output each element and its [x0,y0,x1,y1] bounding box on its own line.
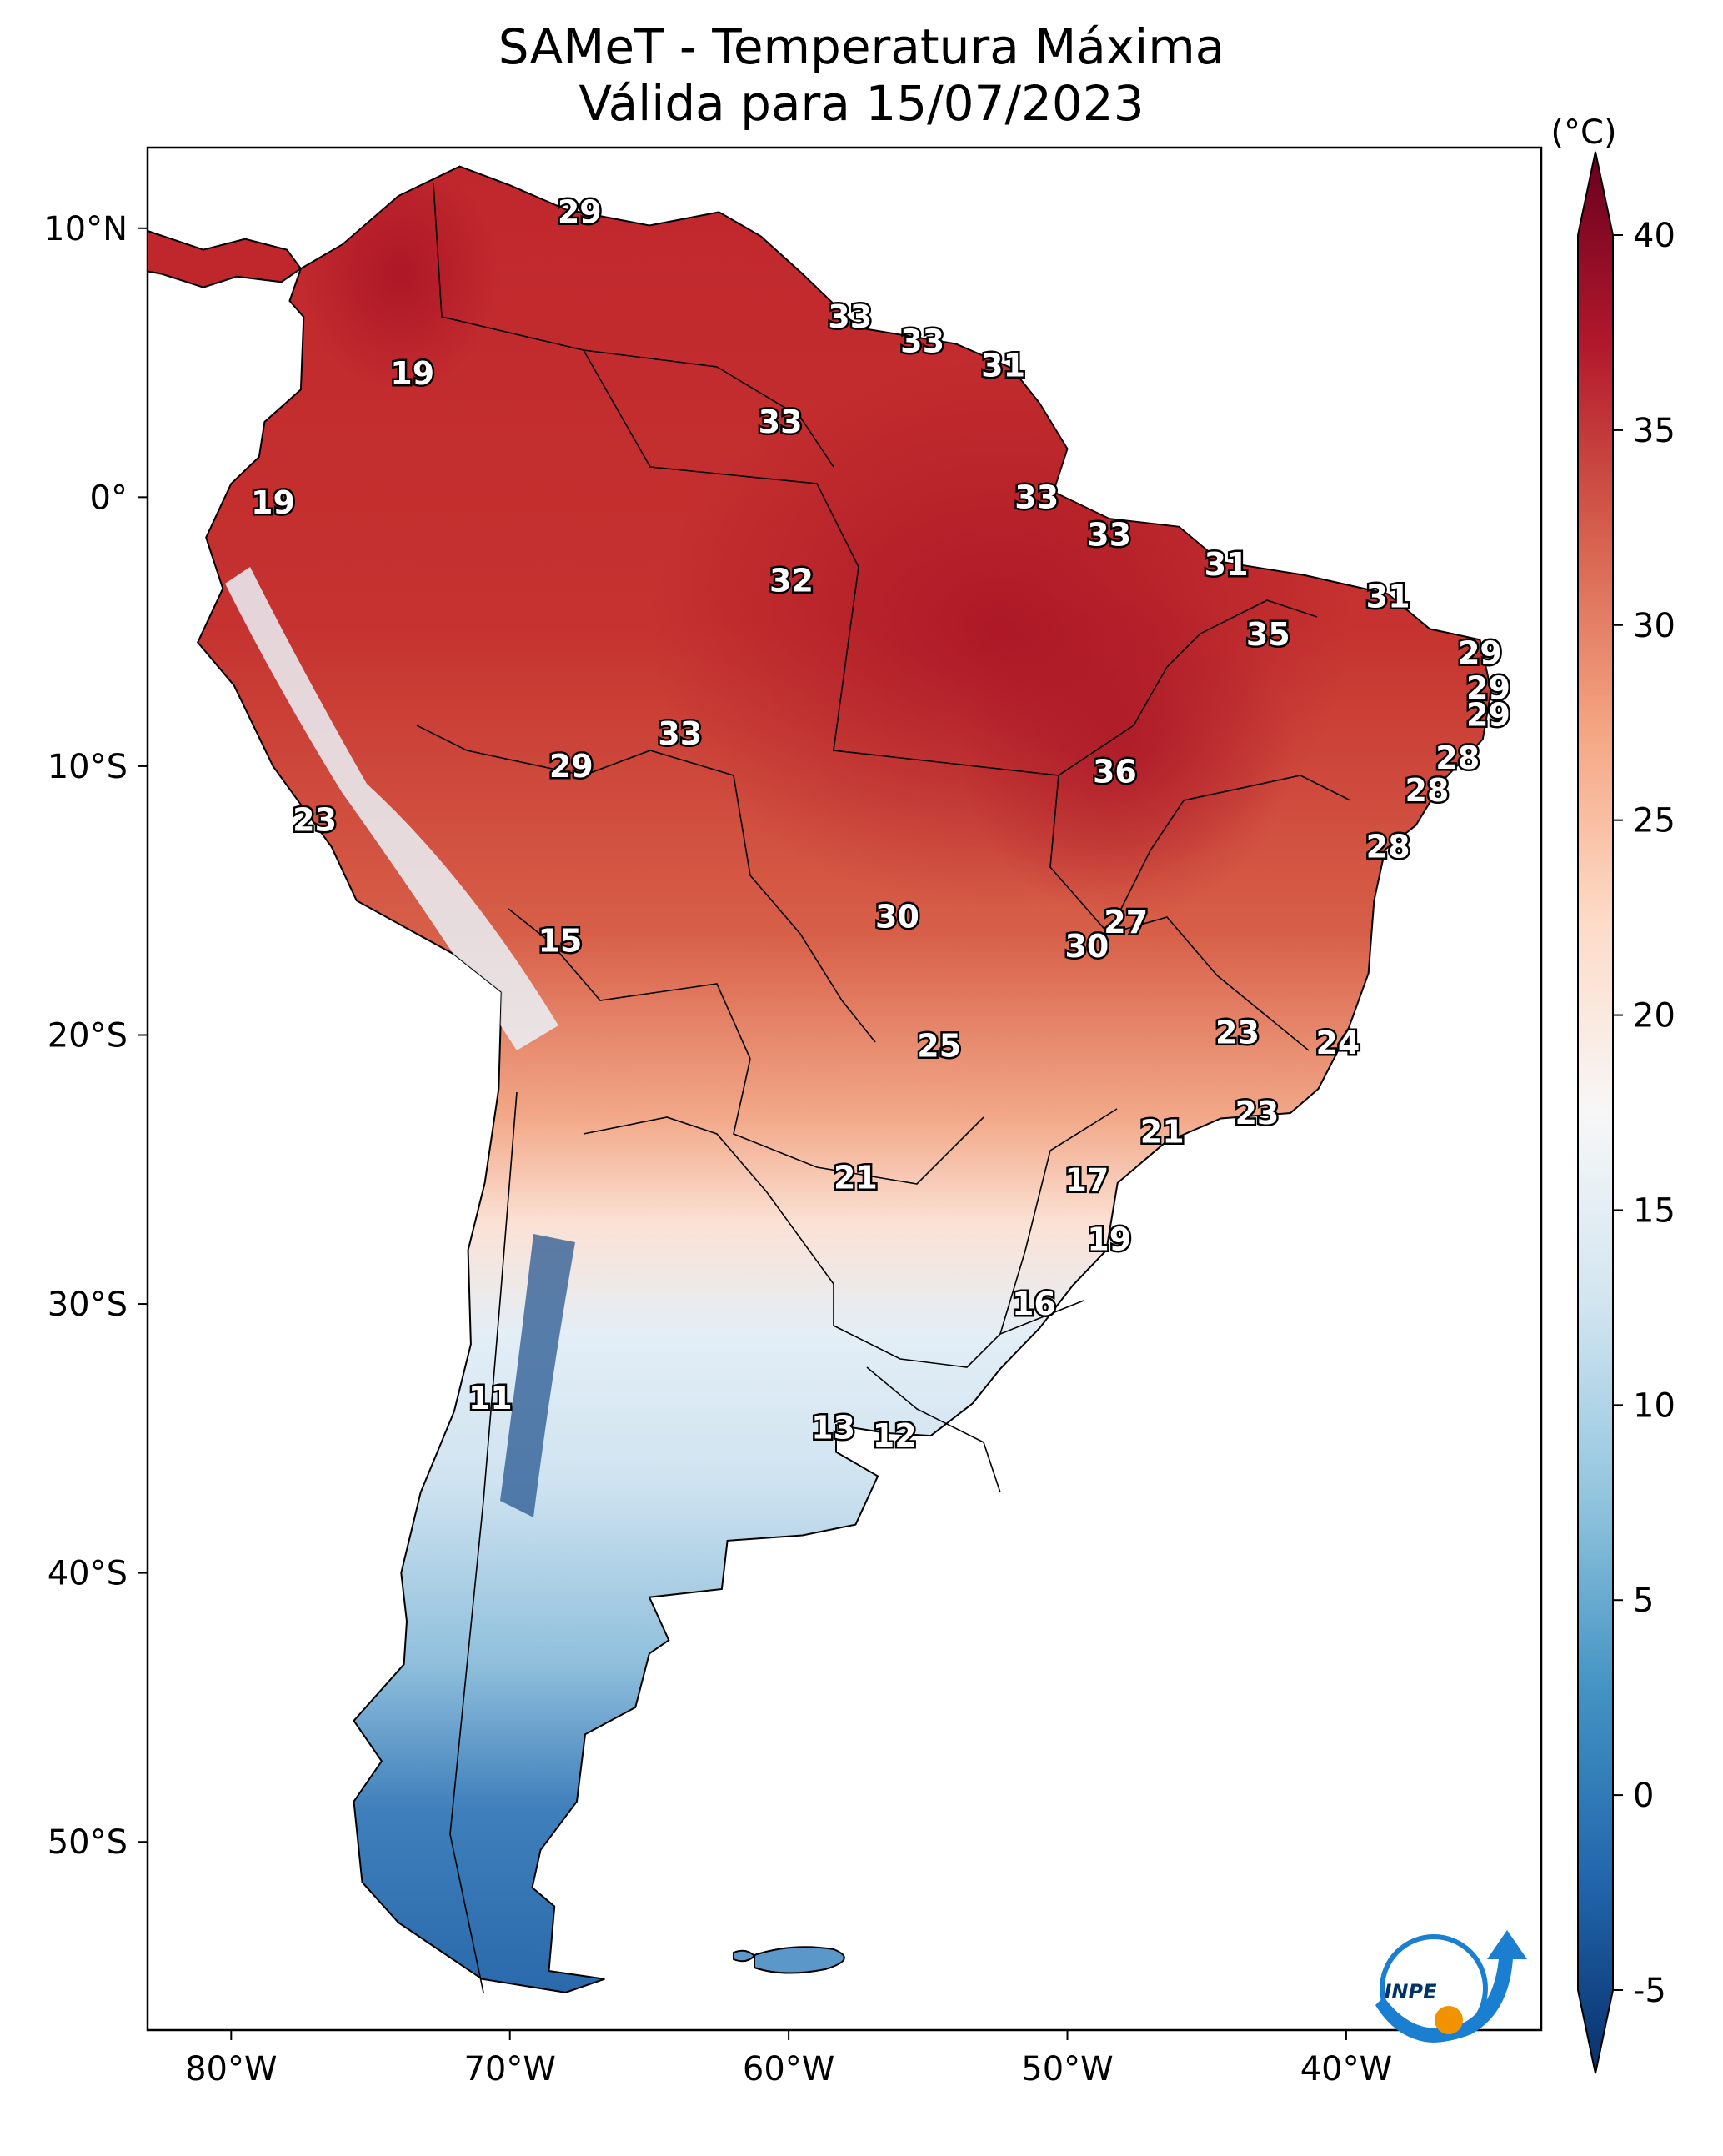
station-value-label: 16 [1012,1286,1056,1322]
station-value-label: 19 [1087,1221,1131,1258]
colorbar: (°C) -5 0 5 10 15 20 25 30 35 40 [1550,113,1675,2074]
logo-text: INPE [1385,1980,1438,2003]
colorbar-tick-label: 30 [1633,607,1675,645]
y-tick-label: 0° [90,479,128,517]
x-axis: 80°W 70°W 60°W 50°W 40°W [185,2030,1392,2088]
station-value-label: 35 [1246,616,1290,653]
station-value-label: 23 [293,801,337,838]
station-value-label: 30 [1064,928,1109,965]
station-value-label: 17 [1064,1162,1109,1199]
station-value-label: 30 [875,899,919,935]
colorbar-unit: (°C) [1550,113,1616,152]
colorbar-tick-label: 40 [1633,217,1675,255]
colorbar-tick-label: 10 [1633,1386,1675,1425]
station-value-label: 23 [1215,1014,1260,1050]
title-line-2: Válida para 15/07/2023 [579,75,1144,132]
station-value-label: 36 [1093,753,1137,790]
station-value-label: 33 [828,298,872,335]
station-value-label: 28 [1405,772,1449,809]
y-tick-label: 50°S [48,1823,128,1862]
x-tick-label: 80°W [185,2050,277,2088]
station-value-label: 29 [1458,634,1502,671]
station-value-label: 31 [1205,546,1249,583]
inpe-logo: INPE [1375,1930,1527,2043]
station-value-label: 19 [390,355,434,392]
colorbar-ticks: -5 0 5 10 15 20 25 30 35 40 [1613,217,1675,2010]
y-tick-label: 10°N [43,210,128,248]
x-tick-label: 50°W [1021,2050,1113,2088]
station-value-label: 12 [873,1417,917,1454]
colorbar-tick-label: 5 [1633,1582,1654,1620]
station-value-label: 23 [1235,1095,1279,1131]
colorbar-tick-label: -5 [1633,1972,1666,2010]
y-tick-label: 20°S [48,1016,128,1055]
station-value-label: 31 [981,347,1025,384]
station-value-label: 11 [468,1380,513,1416]
colorbar-body [1577,151,1614,2074]
colorbar-tick-label: 25 [1633,802,1675,840]
y-tick-label: 30°S [48,1286,128,1324]
x-tick-label: 40°W [1300,2050,1392,2088]
station-value-label: 29 [1466,697,1510,734]
colorbar-tick-label: 20 [1633,997,1675,1035]
station-value-label: 24 [1315,1025,1360,1061]
title-line-1: SAMeT - Temperatura Máxima [498,18,1225,75]
colorbar-tick-label: 35 [1633,412,1675,450]
x-tick-label: 70°W [463,2050,555,2088]
colorbar-tick-label: 15 [1633,1191,1675,1230]
station-value-label: 29 [1466,669,1510,706]
station-value-label: 15 [538,923,582,960]
logo-sun-icon [1435,2006,1463,2034]
station-value-label: 25 [917,1027,961,1064]
station-value-label: 33 [1087,517,1131,554]
station-value-label: 29 [558,193,602,230]
station-value-label: 32 [769,562,814,599]
map-title: SAMeT - Temperatura Máxima Válida para 1… [0,18,1723,132]
station-value-label: 27 [1104,904,1148,940]
country-borders [416,183,1351,1993]
station-value-label: 33 [759,404,803,440]
station-value-label: 28 [1366,829,1410,865]
colorbar-tick-label: 0 [1633,1777,1654,1815]
station-value-label: 19 [251,484,295,521]
logo-arrow-icon [1375,1930,1527,2043]
station-value-label: 31 [1366,579,1410,615]
station-value-label: 33 [1014,479,1059,515]
station-value-label: 21 [1140,1114,1185,1151]
station-value-label: 21 [834,1159,878,1196]
y-tick-label: 10°S [48,748,128,786]
station-value-label: 28 [1435,740,1480,776]
y-tick-label: 40°S [48,1555,128,1593]
y-axis: 10°N 0° 10°S 20°S 30°S 40°S 50°S [43,210,148,1862]
x-tick-label: 60°W [743,2050,834,2088]
station-value-label: 33 [658,715,702,752]
station-value-label: 33 [900,323,944,359]
station-value-label: 13 [811,1409,855,1446]
station-value-label: 29 [549,748,594,785]
central-america-land [147,229,303,288]
